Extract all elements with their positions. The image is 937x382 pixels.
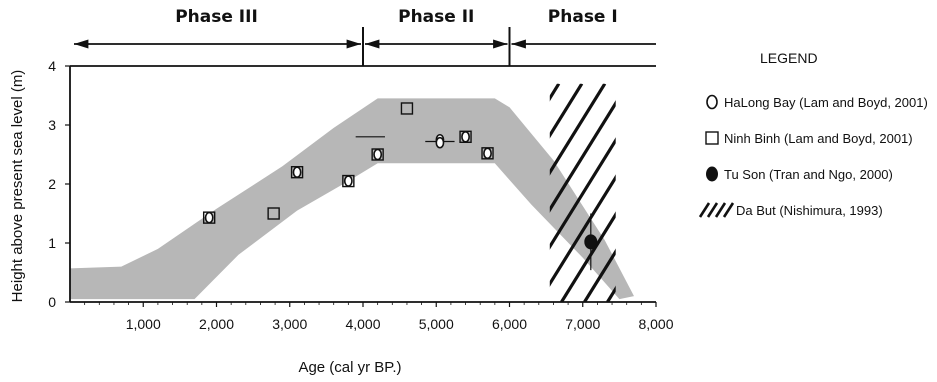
- x-tick-label: 5,000: [419, 316, 454, 332]
- data-point-square: [459, 130, 472, 144]
- hatch-line: [549, 83, 584, 139]
- hatch-line: [549, 174, 616, 287]
- data-point-circle: [204, 211, 214, 224]
- x-tick-label: 1,000: [126, 316, 161, 332]
- data-markers: [202, 102, 598, 250]
- x-tick-label: 7,000: [565, 316, 600, 332]
- legend-title: LEGEND: [760, 50, 818, 66]
- x-tick-label: 8,000: [638, 316, 673, 332]
- x-tick-label: 4,000: [345, 316, 380, 332]
- y-tick-label: 0: [48, 294, 56, 310]
- data-point-square: [371, 148, 384, 161]
- phase-label: Phase I: [548, 7, 618, 27]
- y-tick-label: 3: [48, 117, 56, 133]
- legend-symbol-hatch-line: [722, 202, 735, 218]
- data-point-circle: [461, 131, 470, 143]
- legend-item-label: HaLong Bay (Lam and Boyd, 2001): [724, 95, 928, 110]
- phase-arrowhead-left: [74, 39, 89, 49]
- y-tick-label: 1: [48, 235, 56, 251]
- hatch-line: [630, 84, 765, 302]
- legend-item-label: Ninh Binh (Lam and Boyd, 2001): [724, 131, 913, 146]
- hatch-line: [549, 100, 616, 213]
- data-point-square: [400, 102, 414, 115]
- legend-item-label: Da But (Nishimura, 1993): [736, 203, 883, 218]
- legend-symbol-hatch-line: [698, 202, 711, 218]
- data-point-circle: [483, 147, 492, 160]
- phase-label: Phase II: [398, 7, 474, 27]
- phase-arrowhead-right: [493, 39, 508, 49]
- hatch-line: [549, 83, 607, 176]
- data-point-circle: [373, 148, 383, 161]
- legend-item-label: Tu Son (Tran and Ngo, 2000): [724, 167, 893, 182]
- data-point-circle: [343, 175, 353, 187]
- x-axis-ticks: 1,000 2,000 3,000 4,000 5,000 6,000 7,000 8,000: [84, 302, 674, 332]
- x-tick-label: 3,000: [272, 316, 307, 332]
- phase-arrowhead-right: [346, 39, 361, 49]
- y-tick-label: 4: [48, 58, 56, 74]
- data-point-square: [202, 211, 216, 224]
- legend-symbol-hatch-line: [714, 202, 727, 218]
- phase-arrowhead-left: [365, 39, 380, 49]
- hatch-line: [606, 285, 616, 302]
- legend-symbol-filled-circle: [706, 166, 718, 182]
- y-axis-ticks: 0 1 2 3 4: [48, 58, 70, 310]
- phase-bar: Phase III Phase II Phase I: [74, 7, 656, 66]
- data-point-circle: [435, 136, 445, 149]
- data-point-square: [290, 165, 304, 179]
- phase-arrowhead-left: [511, 39, 526, 49]
- hatch-line: [549, 137, 616, 250]
- data-point-square: [342, 174, 355, 188]
- legend-symbol-circle: [706, 94, 718, 110]
- legend-symbol-square: [705, 131, 719, 145]
- data-point-filled-circle: [584, 234, 598, 250]
- y-tick-label: 2: [48, 176, 56, 192]
- hatch-line: [583, 248, 616, 302]
- y-axis-label: Height above present sea level (m): [9, 70, 26, 303]
- x-tick-label: 2,000: [199, 316, 234, 332]
- x-axis-label: Age (cal yr BP.): [298, 359, 401, 376]
- legend: LEGEND HaLong Bay (Lam and Boyd, 2001) Ni…: [698, 50, 928, 218]
- legend-symbol-hatch-line: [706, 202, 719, 218]
- data-point-circle: [292, 166, 302, 178]
- phase-label: Phase III: [175, 7, 258, 27]
- data-point-square: [267, 207, 280, 220]
- sea-level-envelope-band: [70, 98, 634, 300]
- x-tick-label: 6,000: [492, 316, 527, 332]
- da-but-hatch-zone: [549, 83, 765, 302]
- hatch-line: [560, 211, 616, 302]
- data-point-square: [481, 147, 494, 160]
